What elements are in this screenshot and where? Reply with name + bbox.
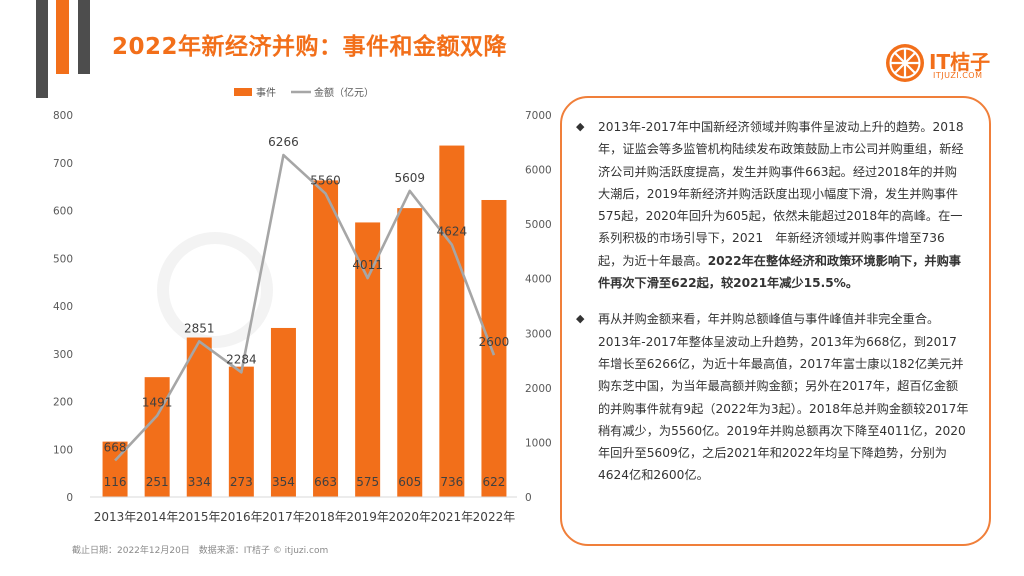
x-category-label: 2018年 — [304, 510, 347, 524]
bar-value-label: 622 — [482, 475, 505, 489]
legend-label-amount: 金额（亿元） — [314, 86, 374, 99]
bar-2018年 — [313, 180, 339, 498]
y-left-tick-label: 300 — [53, 349, 73, 361]
y-right-tick-label: 4000 — [525, 274, 552, 286]
logo-name: IT桔子 — [929, 50, 991, 74]
y-left-tick-label: 700 — [53, 158, 73, 170]
bar-2017年 — [270, 327, 296, 497]
y-left-tick-label: 0 — [66, 492, 73, 504]
bar-value-label: 354 — [272, 475, 295, 489]
bar-line-chart: 事件 金额（亿元） 0 100 200 300 400 500 600 700 800 0 1000 20… — [53, 86, 552, 524]
decor-bar-orange — [56, 0, 69, 74]
line-value-label: 2284 — [226, 352, 257, 366]
page-title: 2022年新经济并购：事件和金额双降 — [112, 34, 508, 60]
legend-swatch-events — [234, 88, 252, 96]
bar-value-label: 273 — [230, 475, 253, 489]
x-category-label: 2020年 — [388, 510, 431, 524]
y-left-tick-label: 200 — [53, 397, 73, 409]
line-value-label: 2851 — [184, 321, 215, 335]
x-category-label: 2021年 — [431, 510, 474, 524]
line-value-label: 2600 — [479, 335, 510, 349]
bar-2019年 — [355, 222, 381, 497]
bar-value-label: 575 — [356, 475, 379, 489]
decor-bar-dark-2 — [78, 0, 90, 74]
commentary-events-highlight: 2022年在整体经济和政策环境影响下，并购事件再次下滑至622起，较2021年减… — [598, 253, 961, 291]
bar-2021年 — [439, 145, 465, 497]
line-value-label: 4624 — [437, 225, 468, 239]
amount-line — [114, 153, 496, 462]
y-right-tick-label: 0 — [525, 492, 532, 504]
x-category-label: 2017年 — [262, 510, 305, 524]
legend-label-events: 事件 — [256, 86, 276, 99]
y-right-tick-label: 2000 — [525, 383, 552, 395]
y-left-tick-label: 800 — [53, 110, 73, 122]
bar-2014年 — [144, 377, 170, 497]
logo-url: ITJUZI.COM — [933, 71, 983, 80]
y-right-tick-label: 7000 — [525, 110, 552, 122]
y-left-tick-label: 500 — [53, 253, 73, 265]
watermark-logo-icon — [157, 232, 273, 348]
source-footnote: 截止日期：2022年12月20日 数据来源：IT桔子 © itjuzi.com — [72, 546, 329, 556]
bar-value-label: 663 — [314, 475, 337, 489]
y-right-tick-label: 3000 — [525, 328, 552, 340]
y-right-tick-label: 1000 — [525, 437, 552, 449]
commentary-amount-text: 再从并购金额来看，年并购总额峰值与事件峰值并非完全重合。2013年-2017年整… — [598, 312, 969, 483]
bar-value-label: 736 — [440, 475, 463, 489]
line-value-label: 5560 — [310, 174, 341, 188]
x-category-label: 2013年 — [94, 510, 137, 524]
commentary-events-text: 2013年-2017年中国新经济领域并购事件呈波动上升的趋势。2018年，证监会… — [598, 120, 964, 268]
line-value-label: 4011 — [352, 258, 383, 272]
x-category-label: 2022年 — [473, 510, 516, 524]
y-left-tick-label: 600 — [53, 206, 73, 218]
x-category-label: 2019年 — [346, 510, 389, 524]
bar-value-label: 116 — [104, 475, 127, 489]
bar-2016年 — [228, 366, 254, 497]
y-left-tick-label: 100 — [53, 444, 73, 456]
x-category-label: 2015年 — [178, 510, 221, 524]
commentary-paragraph-events: ◆ 2013年-2017年中国新经济领域并购事件呈波动上升的趋势。2018年，证… — [576, 116, 969, 294]
brand-logo: IT桔子 ITJUZI.COM — [886, 44, 998, 86]
bar-value-label: 605 — [398, 475, 421, 489]
bar-2022年 — [481, 199, 507, 497]
y-right-tick-label: 6000 — [525, 165, 552, 177]
bar-value-label: 251 — [146, 475, 169, 489]
y-left-tick-label: 400 — [53, 301, 73, 313]
line-value-label: 5609 — [394, 171, 425, 185]
bar-2020年 — [397, 208, 423, 498]
commentary-box: ◆ 2013年-2017年中国新经济领域并购事件呈波动上升的趋势。2018年，证… — [560, 96, 991, 546]
bar-2015年 — [186, 337, 212, 497]
line-value-label: 1491 — [142, 396, 173, 410]
line-value-label: 6266 — [268, 135, 299, 149]
orange-slice-icon — [886, 44, 924, 82]
commentary-paragraph-amount: ◆ 再从并购金额来看，年并购总额峰值与事件峰值并非完全重合。2013年-2017… — [576, 308, 969, 486]
line-value-label: 668 — [104, 441, 127, 455]
bar-value-label: 334 — [188, 475, 211, 489]
x-category-label: 2016年 — [220, 510, 263, 524]
x-category-label: 2014年 — [136, 510, 179, 524]
y-right-tick-label: 5000 — [525, 219, 552, 231]
decor-bar-dark — [36, 0, 48, 98]
diamond-bullet-icon: ◆ — [576, 120, 585, 133]
diamond-bullet-icon: ◆ — [576, 312, 585, 326]
